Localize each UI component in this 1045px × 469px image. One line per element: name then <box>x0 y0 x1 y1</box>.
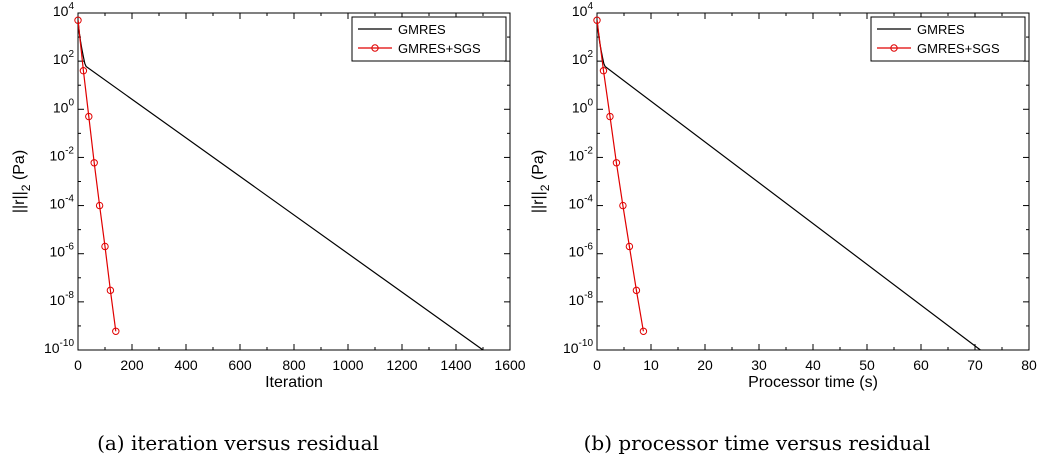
data-point <box>612 159 621 167</box>
x-tick-label: 20 <box>697 357 713 373</box>
series-line-gmres-sgs <box>78 20 117 332</box>
x-tick-label: 1200 <box>386 357 417 373</box>
y-tick-label: 10-10 <box>44 338 74 356</box>
data-point <box>619 201 627 210</box>
x-tick-label: 200 <box>120 357 144 373</box>
data-point <box>106 286 115 295</box>
data-point <box>625 242 634 251</box>
chart-panel-a: 0 200 400 600 800 1000 1200 1400 1600 10-10 10-8 10… <box>11 1 526 455</box>
series-line-gmres-sgs <box>597 20 644 332</box>
legend-label: GMRES+SGS <box>398 41 481 56</box>
data-point <box>74 16 82 24</box>
data-point <box>599 67 608 75</box>
y-tick-label: 104 <box>572 1 594 19</box>
x-tick-label: 1600 <box>494 357 525 373</box>
data-point <box>606 112 614 121</box>
x-tick-label: 60 <box>913 357 929 373</box>
y-tick-label: 10-2 <box>50 145 75 163</box>
x-tick-label: 70 <box>967 357 983 373</box>
data-point <box>639 327 648 335</box>
y-tick-label: 100 <box>572 97 594 115</box>
y-tick-label: 10-2 <box>569 145 594 163</box>
y-tick-label: 104 <box>53 1 75 19</box>
x-tick-label: 1000 <box>332 357 363 373</box>
legend-marker <box>371 44 379 52</box>
x-axis-label: Iteration <box>265 374 323 391</box>
x-tick-label: 0 <box>74 357 82 373</box>
x-tick-label: 50 <box>859 357 875 373</box>
chart-panel-b: 0 10 20 30 40 50 60 70 80 10-10 10-8 10-6 10-4 10-2 10… <box>530 1 1037 455</box>
series-line-gmres <box>597 20 981 350</box>
x-tick-label: 800 <box>282 357 306 373</box>
data-point <box>90 159 98 167</box>
data-point <box>632 286 641 295</box>
x-tick-label: 80 <box>1021 357 1037 373</box>
y-tick-label: 10-4 <box>569 194 594 212</box>
x-axis-label: Processor time (s) <box>748 374 878 391</box>
x-tick-label: 600 <box>228 357 252 373</box>
x-tick-label: 30 <box>751 357 767 373</box>
figure-caption: (a) iteration versus residual <box>97 431 379 455</box>
x-tick-label: 40 <box>805 357 821 373</box>
y-axis-label: ||r||2 (Pa) <box>530 150 552 213</box>
data-point <box>593 16 601 24</box>
plot-frame <box>596 12 1030 351</box>
legend-box <box>351 16 507 62</box>
legend-label: GMRES <box>398 22 446 37</box>
x-tick-label: 1400 <box>440 357 471 373</box>
y-tick-label: 102 <box>572 49 594 67</box>
series-line-gmres <box>78 20 484 350</box>
y-tick-label: 10-4 <box>50 194 75 212</box>
data-point <box>101 242 109 251</box>
x-tick-label: 400 <box>174 357 198 373</box>
y-tick-label: 10-6 <box>50 242 75 260</box>
y-tick-label: 10-8 <box>50 290 75 308</box>
data-point <box>112 327 120 335</box>
legend-label: GMRES <box>917 22 965 37</box>
data-point <box>95 201 104 210</box>
figure-caption: (b) processor time versus residual <box>584 431 931 455</box>
legend-box <box>870 16 1026 62</box>
y-tick-label: 10-10 <box>563 338 593 356</box>
y-axis-label: ||r||2 (Pa) <box>11 150 33 213</box>
y-tick-label: 100 <box>53 97 75 115</box>
data-point <box>85 112 93 121</box>
legend-marker <box>890 44 898 52</box>
x-tick-label: 10 <box>643 357 659 373</box>
y-tick-label: 10-6 <box>569 242 594 260</box>
y-tick-label: 102 <box>53 49 75 67</box>
data-point <box>79 67 88 75</box>
x-tick-label: 0 <box>593 357 601 373</box>
y-tick-label: 10-8 <box>569 290 594 308</box>
plot-frame <box>77 12 511 351</box>
legend-label: GMRES+SGS <box>917 41 1000 56</box>
